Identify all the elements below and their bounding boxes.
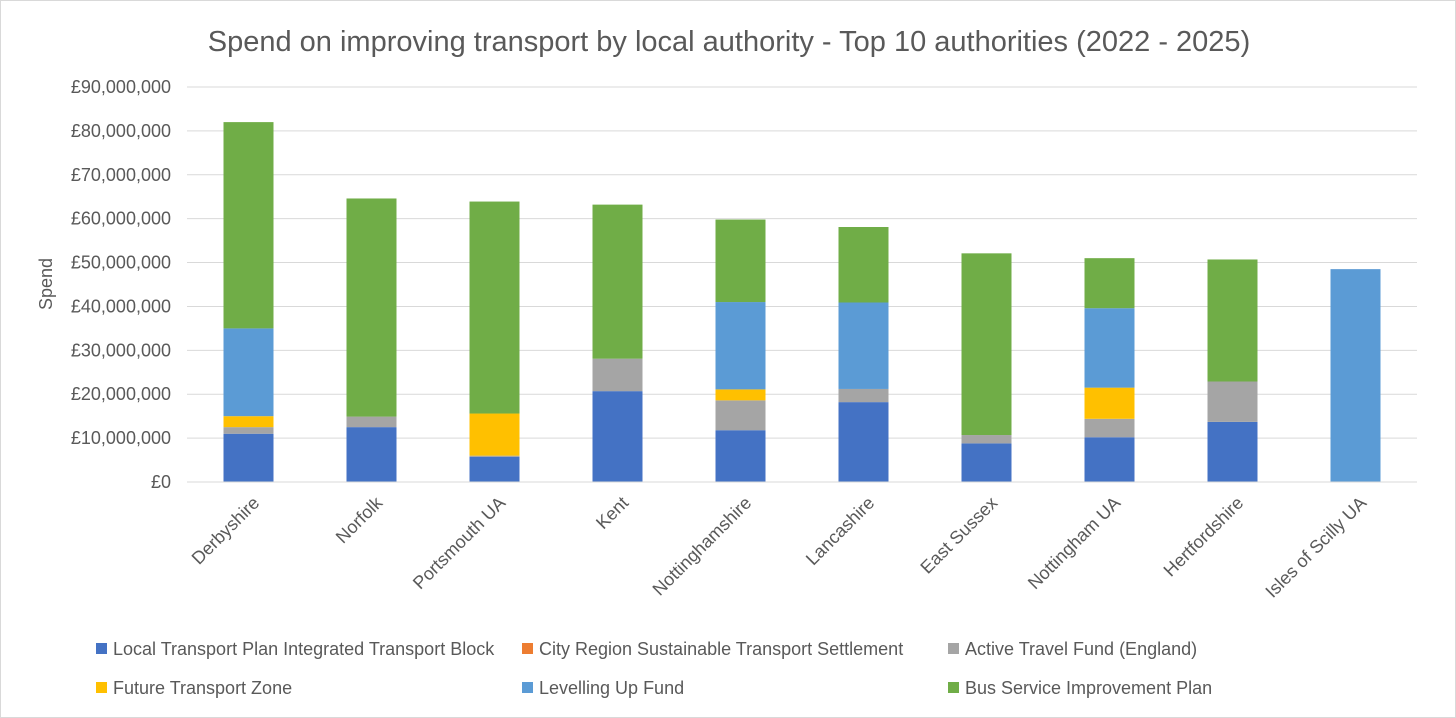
bar-segment — [1084, 308, 1135, 388]
category-label: Nottingham UA — [1024, 493, 1124, 593]
bar-segment — [592, 204, 643, 359]
category-label: Isles of Scilly UA — [1261, 493, 1370, 602]
bar-segment — [223, 416, 274, 428]
y-tick-label: £80,000,000 — [71, 121, 171, 141]
bar-segment — [469, 201, 520, 414]
bar-segment — [1330, 269, 1381, 482]
legend-swatch — [948, 682, 959, 693]
bar-segment — [469, 413, 520, 456]
bar-segment — [715, 389, 766, 401]
category-label: Lancashire — [802, 493, 878, 569]
y-tick-label: £50,000,000 — [71, 253, 171, 273]
y-tick-label: £60,000,000 — [71, 209, 171, 229]
legend-swatch — [96, 643, 107, 654]
bar-segment — [1084, 437, 1135, 482]
legend-item: Bus Service Improvement Plan — [948, 678, 1212, 698]
bar-segment — [838, 302, 889, 389]
legend-item: Future Transport Zone — [96, 678, 292, 698]
bar-segment — [838, 227, 889, 303]
category-label: Kent — [592, 493, 632, 533]
bar-segment — [838, 402, 889, 482]
y-tick-label: £90,000,000 — [71, 77, 171, 97]
bar-segment — [961, 435, 1012, 444]
legend-label: Levelling Up Fund — [539, 678, 684, 698]
bar-segment — [715, 430, 766, 482]
y-tick-label: £0 — [151, 472, 171, 492]
bar-segment — [223, 122, 274, 329]
category-label: Portsmouth UA — [409, 493, 509, 593]
legend-swatch — [522, 682, 533, 693]
bars — [223, 122, 1381, 482]
bar-segment — [223, 433, 274, 482]
y-tick-label: £20,000,000 — [71, 384, 171, 404]
legend-label: City Region Sustainable Transport Settle… — [539, 639, 903, 659]
bar-segment — [1207, 259, 1258, 382]
category-label: Norfolk — [332, 492, 387, 547]
legend-swatch — [522, 643, 533, 654]
y-tick-label: £70,000,000 — [71, 165, 171, 185]
legend-item: City Region Sustainable Transport Settle… — [522, 639, 903, 659]
category-label: Derbyshire — [188, 493, 264, 569]
bar-segment — [961, 253, 1012, 436]
y-axis-label: Spend — [36, 258, 56, 310]
legend-item: Local Transport Plan Integrated Transpor… — [96, 639, 495, 659]
bar-segment — [1207, 381, 1258, 422]
legend-label: Local Transport Plan Integrated Transpor… — [113, 639, 495, 659]
legend: Local Transport Plan Integrated Transpor… — [96, 639, 1212, 698]
bar-segment — [346, 198, 397, 417]
y-axis-ticks: £0 £10,000,000 £20,000,000 £30,000,000 £40,0… — [71, 77, 171, 492]
legend-item: Active Travel Fund (England) — [948, 639, 1197, 659]
bar-segment — [346, 427, 397, 482]
category-label: Hertfordshire — [1160, 493, 1248, 581]
y-tick-label: £10,000,000 — [71, 428, 171, 448]
category-label: East Sussex — [916, 493, 1001, 578]
bar-segment — [346, 416, 397, 428]
bar-segment — [469, 456, 520, 482]
bar-segment — [715, 302, 766, 390]
bar-segment — [223, 427, 274, 434]
bar-segment — [1207, 421, 1258, 482]
bar-segment — [1084, 387, 1135, 419]
bar-segment — [715, 400, 766, 431]
legend-label: Active Travel Fund (England) — [965, 639, 1197, 659]
bar-segment — [1084, 418, 1135, 438]
chart-title: Spend on improving transport by local au… — [208, 26, 1250, 58]
category-labels: Derbyshire Norfolk Portsmouth UA Kent Nottin… — [188, 492, 1371, 602]
bar-segment — [223, 328, 274, 417]
category-label: Nottinghamshire — [649, 493, 756, 600]
legend-item: Levelling Up Fund — [522, 678, 684, 698]
bar-segment — [592, 391, 643, 482]
bar-segment — [715, 219, 766, 303]
bar-segment — [838, 388, 889, 403]
legend-label: Future Transport Zone — [113, 678, 292, 698]
y-tick-label: £40,000,000 — [71, 296, 171, 316]
legend-label: Bus Service Improvement Plan — [965, 678, 1212, 698]
legend-swatch — [948, 643, 959, 654]
y-tick-label: £30,000,000 — [71, 340, 171, 360]
bar-segment — [592, 358, 643, 392]
bar-segment — [1084, 258, 1135, 309]
bar-segment — [961, 443, 1012, 482]
bar-segment — [469, 455, 520, 457]
legend-swatch — [96, 682, 107, 693]
